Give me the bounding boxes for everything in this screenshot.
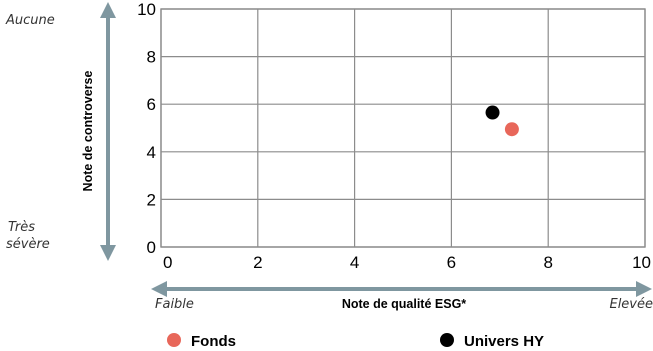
y-tick-label: 8 [147, 48, 156, 67]
y-axis-top-label: Aucune [5, 13, 55, 28]
x-axis-left-label: Faible [155, 297, 194, 312]
y-axis-bottom-label-line1: Très [8, 220, 35, 235]
x-tick-label: 0 [163, 253, 172, 272]
legend-label-fonds: Fonds [191, 333, 236, 350]
x-axis-title: Note de qualité ESG* [342, 297, 466, 311]
y-axis-bottom-label-line2: sévère [6, 237, 50, 252]
plot-frame [160, 8, 646, 248]
data-points [485, 105, 519, 137]
legend-swatch-univers-hy [440, 333, 454, 347]
tick-labels: 0 2 4 6 8 10 0 2 4 6 8 10 [137, 0, 651, 272]
y-tick-label: 0 [147, 238, 156, 257]
x-tick-label: 8 [543, 253, 552, 272]
y-tick-label: 2 [147, 190, 156, 209]
x-axis-right-label: Elevée [609, 297, 653, 312]
legend-label-univers-hy: Univers HY [464, 333, 544, 350]
y-tick-label: 4 [147, 143, 156, 162]
y-axis-arrow [100, 2, 116, 261]
data-point-fonds [504, 122, 519, 137]
grid-lines [160, 8, 646, 248]
data-point-univers-hy [485, 105, 500, 120]
y-tick-label: 10 [137, 0, 156, 19]
x-tick-label: 10 [632, 253, 651, 272]
legend: Fonds Univers HY [167, 333, 544, 350]
x-tick-label: 2 [253, 253, 262, 272]
y-axis-title: Note de controverse [81, 71, 95, 192]
y-tick-label: 6 [147, 95, 156, 114]
x-axis-arrow [151, 281, 652, 297]
x-tick-label: 6 [447, 253, 456, 272]
x-tick-label: 4 [350, 253, 359, 272]
legend-swatch-fonds [167, 333, 181, 347]
